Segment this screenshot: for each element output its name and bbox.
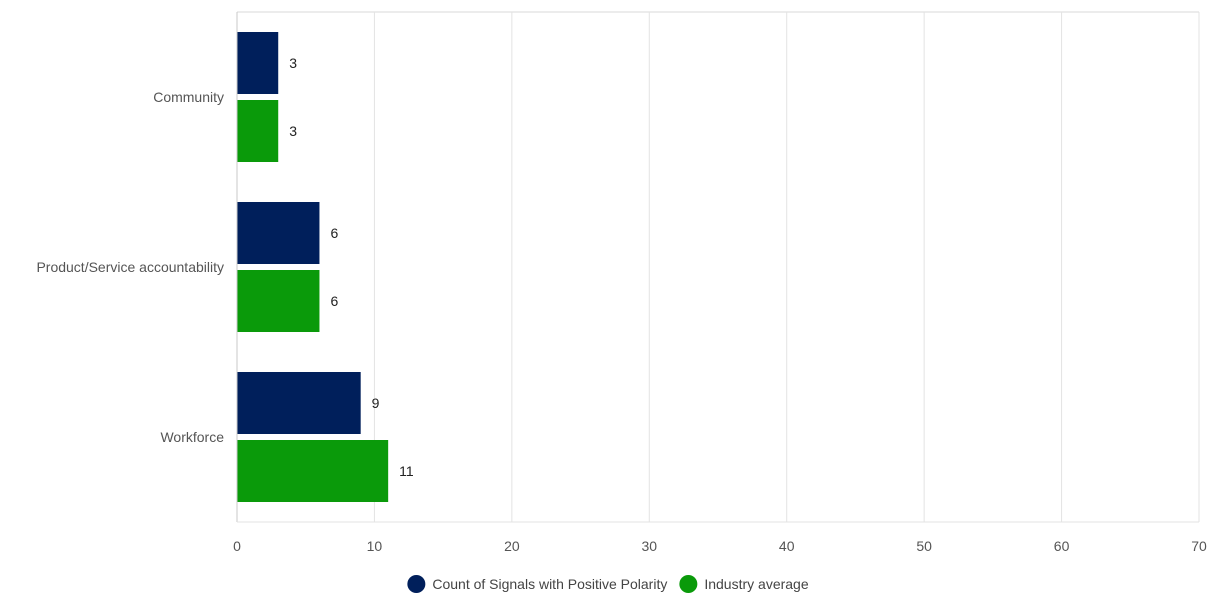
bar[interactable] xyxy=(237,202,320,264)
data-label: 3 xyxy=(289,123,297,139)
x-tick-label: 20 xyxy=(504,538,520,554)
x-tick-label: 60 xyxy=(1054,538,1070,554)
legend[interactable]: Count of Signals with Positive Polarity I… xyxy=(407,575,809,593)
legend-label: Industry average xyxy=(704,576,808,592)
x-tick-label: 0 xyxy=(233,538,241,554)
bars xyxy=(237,32,389,502)
category-label: Community xyxy=(153,89,224,105)
bar[interactable] xyxy=(237,270,320,332)
data-label: 9 xyxy=(372,395,380,411)
labels: 0 10 20 30 40 50 60 70 Community 3 3 Product/Servic… xyxy=(36,55,1207,554)
legend-item[interactable]: Industry average xyxy=(679,575,809,593)
legend-label: Count of Signals with Positive Polarity xyxy=(432,576,667,592)
x-tick-label: 70 xyxy=(1191,538,1207,554)
x-tick-label: 30 xyxy=(641,538,657,554)
legend-item[interactable]: Count of Signals with Positive Polarity xyxy=(407,575,667,593)
legend-marker xyxy=(407,575,426,593)
bar[interactable] xyxy=(237,32,279,94)
data-label: 11 xyxy=(399,463,414,479)
bar[interactable] xyxy=(237,372,361,434)
grid-lines xyxy=(237,11,1200,522)
x-tick-label: 10 xyxy=(367,538,383,554)
data-label: 3 xyxy=(289,55,297,71)
x-tick-label: 40 xyxy=(779,538,795,554)
bar[interactable] xyxy=(237,440,389,502)
category-label: Product/Service accountability xyxy=(36,259,224,275)
data-label: 6 xyxy=(330,225,338,241)
bar[interactable] xyxy=(237,100,279,162)
data-label: 6 xyxy=(330,293,338,309)
category-label: Workforce xyxy=(160,429,224,445)
x-tick-label: 50 xyxy=(916,538,932,554)
axes xyxy=(236,12,1199,523)
legend-marker xyxy=(679,575,698,593)
